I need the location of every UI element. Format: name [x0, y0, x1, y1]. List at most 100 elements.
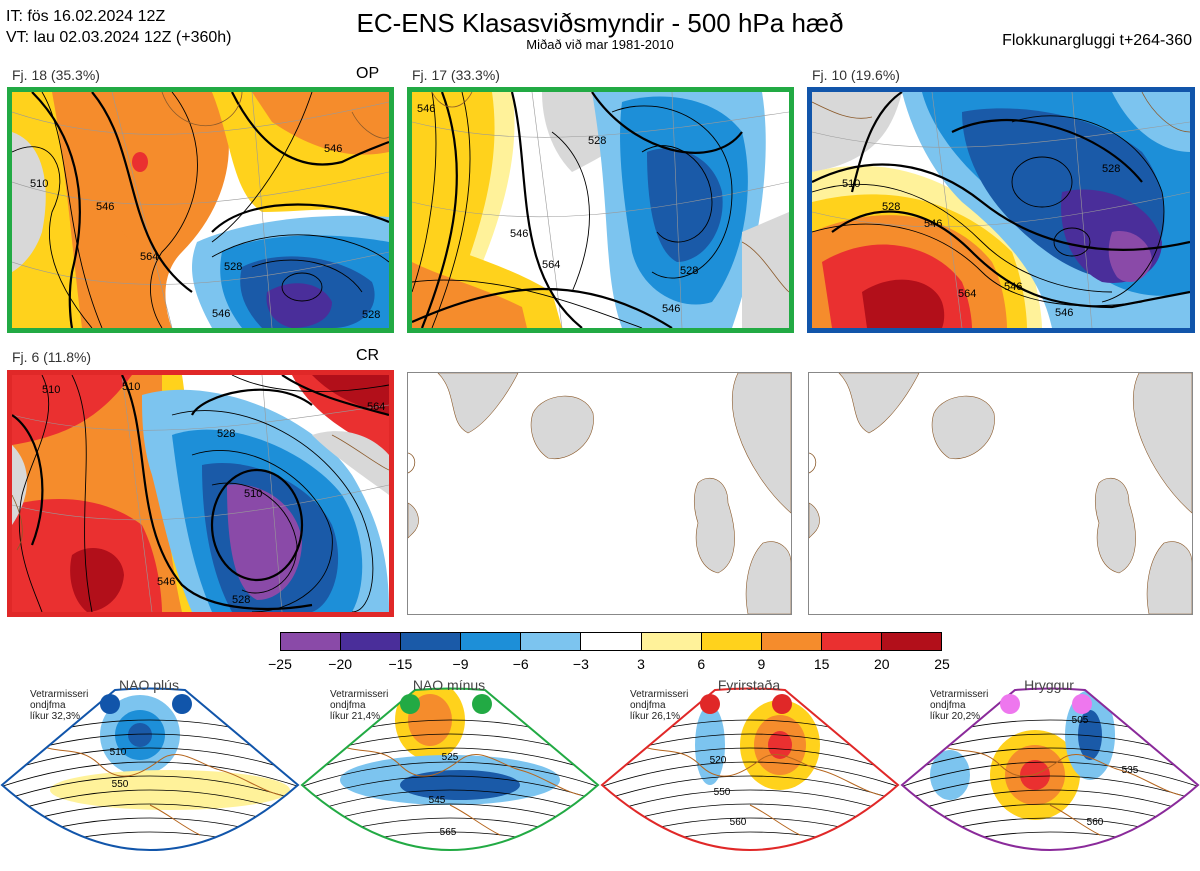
contour-label: 546: [1055, 307, 1073, 319]
height-contour: [302, 789, 598, 816]
contour-label: 546: [157, 576, 175, 588]
regime-marker-dot: [1072, 694, 1092, 714]
cluster-4-label: Fj. 6 (11.8%): [12, 349, 92, 365]
height-contour: [2, 789, 298, 816]
contour-label: 546: [662, 303, 680, 315]
colorbar-segment: [401, 633, 462, 650]
colorbar-tick-label: −15: [388, 656, 413, 672]
cluster-map-2[interactable]: 546 528 546 564 528 546: [407, 87, 794, 333]
height-contour: [602, 761, 898, 788]
header-info: IT: fös 16.02.2024 12Z VT: lau 02.03.202…: [6, 6, 232, 48]
height-contour: [602, 789, 898, 816]
regime-panel[interactable]: 525 545 565 NAO mínus Vetrarmisseri ondjfma lí…: [300, 675, 600, 871]
colorbar-tick-label: −25: [268, 656, 292, 672]
regime-name: NAO mínus: [412, 677, 486, 693]
height-contour: [902, 775, 1198, 802]
contour-label: 564: [542, 259, 560, 271]
contour-label: 546: [324, 143, 342, 155]
cluster-1-tag: OP: [356, 65, 380, 82]
contour-label: 528: [232, 594, 250, 606]
regime-contour-label: 560: [730, 817, 747, 828]
regime-note-line: Vetrarmisseri: [630, 689, 689, 700]
contour-label: 528: [362, 309, 380, 321]
regime-marker-dot: [400, 694, 420, 714]
contour-label: 564: [958, 288, 976, 300]
colorbar-segment: [821, 633, 882, 650]
colorbar-segment: [461, 633, 522, 650]
regime-frame: [900, 687, 1200, 851]
classification-window: Flokkunargluggi t+264-360: [1002, 32, 1192, 49]
cluster-map-1[interactable]: 510 546 564 528 546 546 528: [7, 87, 394, 333]
regime-panel[interactable]: 505 535 560 Hryggur Vetrarmisseri ondjfma líku…: [900, 675, 1200, 871]
regime-contour-label: 520: [710, 755, 727, 766]
regime-contour-label: 545: [429, 795, 446, 806]
regime-frame: [600, 687, 900, 851]
contour-label: 510: [244, 488, 262, 500]
contour-label: 510: [42, 384, 60, 396]
coastline: [39, 744, 281, 836]
cluster-3-label: Fj. 10 (19.6%): [812, 67, 900, 83]
contour-label: 528: [1102, 163, 1120, 175]
coastline: [939, 744, 1181, 836]
colorbar-tick-label: 15: [813, 656, 830, 672]
regime-note-line: ondjfma: [630, 700, 666, 711]
colorbar-segment: [281, 633, 342, 650]
colorbar-segment: [881, 633, 942, 650]
regime-note-line: líkur 20,2%: [930, 711, 981, 722]
cluster-map-3[interactable]: 510 528 546 564 546 546 528: [807, 87, 1195, 333]
height-contour: [302, 775, 598, 802]
colorbar-tick-label: 6: [697, 656, 706, 672]
regime-contour-label: 550: [112, 779, 129, 790]
coastline: [339, 744, 581, 836]
regime-note-line: Vetrarmisseri: [330, 689, 389, 700]
regime-note-line: ondjfma: [930, 700, 966, 711]
regime-marker-dot: [1000, 694, 1020, 714]
regime-contour-label: 505: [1072, 715, 1089, 726]
colorbar-tick-label: 3: [637, 656, 645, 672]
regime-marker-dot: [100, 694, 120, 714]
contour-label: 564: [367, 401, 385, 413]
height-contour: [2, 747, 298, 774]
height-contour: [602, 747, 898, 774]
coastline: [639, 744, 881, 836]
regime-note-line: ondjfma: [30, 700, 66, 711]
initial-time: IT: fös 16.02.2024 12Z: [6, 8, 166, 25]
anomaly-shade: [768, 731, 792, 759]
valid-time: VT: lau 02.03.2024 12Z (+360h): [6, 29, 232, 46]
contour-label: 510: [842, 178, 860, 190]
height-contour: [2, 775, 298, 802]
regime-name: Hryggur: [1024, 677, 1074, 693]
cluster-map-4[interactable]: 510 528 510 546 528 564 510: [7, 370, 394, 617]
regime-note-line: líkur 26,1%: [630, 711, 681, 722]
regime-note: Vetrarmisseri ondjfma líkur 32,3%: [30, 689, 88, 722]
colorbar-tick-label: 9: [757, 656, 766, 672]
regime-note: Vetrarmisseri ondjfma líkur 26,1%: [630, 689, 688, 722]
regime-contour-label: 525: [442, 752, 459, 763]
regime-note-line: ondjfma: [330, 700, 366, 711]
height-contour: [302, 761, 598, 788]
colorbar-segment: [701, 633, 762, 650]
contour-label: 510: [122, 381, 140, 393]
colorbar-tick-label: −6: [512, 656, 529, 672]
regime-panel[interactable]: 510 550 NAO plús Vetrarmisseri ondjfma líkur …: [0, 675, 300, 871]
colorbar-tick-label: 20: [874, 656, 890, 672]
regime-contour-label: 510: [110, 747, 127, 758]
regime-contour-label: 565: [440, 827, 457, 838]
anomaly-shade: [128, 723, 152, 747]
regime-note-line: Vetrarmisseri: [930, 689, 989, 700]
contour-label: 510: [30, 178, 48, 190]
anomaly-shade: [930, 750, 970, 800]
cluster-4-tag: CR: [356, 347, 380, 364]
regime-note-line: líkur 32,3%: [30, 711, 81, 722]
colorbar-tick-label: −9: [452, 656, 469, 672]
regime-note: Vetrarmisseri ondjfma líkur 20,2%: [930, 689, 988, 722]
contour-label: 546: [212, 308, 230, 320]
regime-panel[interactable]: 520 550 560 Fyrirstaða Vetrarmisseri ondjfma l…: [600, 675, 900, 871]
contour-label: 546: [1004, 281, 1022, 293]
page-title: EC-ENS Klasasviðsmyndir - 500 hPa hæð: [356, 8, 844, 38]
regime-marker-dot: [772, 694, 792, 714]
empty-map-2: [808, 372, 1193, 615]
page-subtitle: Miðað við mar 1981-2010: [526, 37, 674, 52]
height-contour: [602, 775, 898, 802]
colorbar-tick-label: 25: [934, 656, 950, 672]
